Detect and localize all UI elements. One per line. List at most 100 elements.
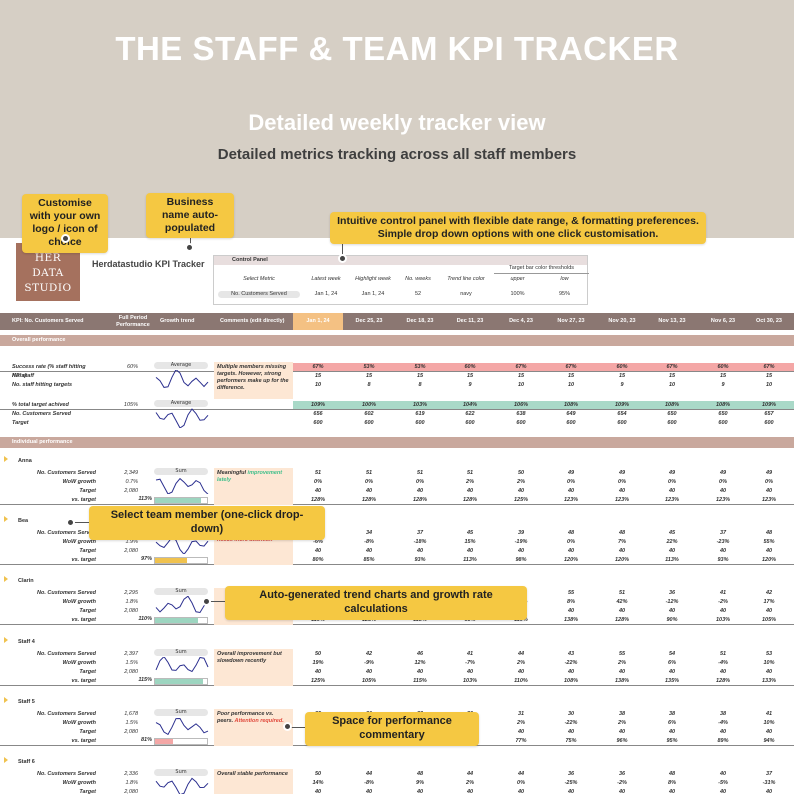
trend-line: [155, 596, 209, 614]
table-cell: 40: [365, 789, 373, 794]
expand-toggle-icon[interactable]: [4, 757, 8, 763]
table-cell: -23%: [716, 539, 730, 545]
table-cell: 2%: [618, 720, 626, 726]
trend-aggregation-dropdown[interactable]: Average: [154, 362, 208, 369]
expand-toggle-icon[interactable]: [4, 576, 8, 582]
full-period-value: 2,080: [124, 608, 138, 614]
table-cell: 0%: [668, 479, 676, 485]
table-cell: 123%: [563, 497, 579, 503]
table-cell: 138%: [563, 617, 579, 623]
table-cell: 108%: [664, 402, 680, 408]
table-cell: 22%: [666, 539, 678, 545]
table-cell: -9%: [364, 660, 374, 666]
table-cell: 8: [367, 382, 371, 388]
expand-toggle-icon[interactable]: [4, 516, 8, 522]
table-cell: 41: [765, 711, 773, 717]
trend-aggregation-dropdown[interactable]: Sum: [154, 468, 208, 475]
table-cell: 44: [466, 771, 474, 777]
table-cell: 600: [667, 420, 677, 426]
trend-aggregation-dropdown[interactable]: Sum: [154, 649, 208, 656]
table-cell: 30: [567, 711, 575, 717]
table-cell: 650: [667, 411, 677, 417]
table-cell: -19%: [514, 539, 528, 545]
trend-aggregation-dropdown[interactable]: Sum: [154, 588, 208, 595]
weeks-select[interactable]: 52: [414, 291, 422, 297]
trend-aggregation-dropdown[interactable]: Average: [154, 400, 208, 407]
table-cell: -8%: [364, 539, 374, 545]
table-cell: 133%: [761, 678, 777, 684]
trend-aggregation-dropdown[interactable]: Sum: [154, 769, 208, 776]
table-cell: 95%: [666, 738, 678, 744]
table-header: KPI: No. Customers Served Full Period Pe…: [0, 313, 794, 330]
trend-color-select[interactable]: navy: [460, 291, 472, 297]
table-cell: 40: [314, 789, 322, 794]
table-cell: 15: [416, 373, 424, 379]
expand-toggle-icon[interactable]: [4, 637, 8, 643]
table-cell: 135%: [664, 678, 680, 684]
table-cell: 94%: [763, 738, 775, 744]
table-cell: 44: [365, 771, 373, 777]
member-select-dropdown[interactable]: Staff 5: [18, 699, 35, 705]
latest-week-select[interactable]: Jan 1, 24: [314, 291, 338, 297]
table-cell: -4%: [718, 660, 728, 666]
expand-toggle-icon[interactable]: [4, 697, 8, 703]
table-cell: 93%: [717, 557, 729, 563]
table-cell: 40: [618, 548, 626, 554]
vs-target-fill: [155, 679, 203, 684]
member-select-dropdown[interactable]: Clarin: [18, 578, 34, 584]
table-cell: 0%: [567, 539, 575, 545]
trend-aggregation-dropdown[interactable]: Sum: [154, 709, 208, 716]
table-cell: 90%: [666, 617, 678, 623]
member-comment[interactable]: Meaningful improvement lately: [214, 468, 293, 505]
brand-logo[interactable]: HER DATA STUDIO: [16, 243, 80, 301]
table-cell: 75%: [565, 738, 577, 744]
member-comment[interactable]: Overall improvement but slowdown recentl…: [214, 649, 293, 686]
leader-line: [72, 522, 89, 523]
date-header: Nov 20, 23: [608, 318, 636, 324]
table-cell: -2%: [718, 599, 728, 605]
table-cell: 67%: [565, 364, 577, 370]
member-comment[interactable]: Poor performance vs. peers. Attention re…: [214, 709, 293, 746]
table-cell: 0%: [314, 479, 322, 485]
expand-toggle-icon[interactable]: [4, 456, 8, 462]
table-cell: 49: [765, 470, 773, 476]
table-cell: 108%: [715, 402, 731, 408]
metric-dropdown[interactable]: [218, 291, 300, 298]
full-period-value: 1,678: [124, 711, 138, 717]
row-label: No. Customers Served: [37, 711, 96, 717]
table-cell: 38: [719, 711, 727, 717]
vs-target-bar: [154, 678, 208, 685]
member-trend-sparkline: [155, 477, 209, 494]
member-select-dropdown[interactable]: Bea: [18, 518, 29, 524]
table-cell: 53%: [414, 364, 426, 370]
row-label: No. Customers Served: [37, 470, 96, 476]
page-subtitle: Detailed weekly tracker view: [248, 110, 546, 135]
member-select-dropdown[interactable]: Anna: [18, 458, 32, 464]
low-threshold-input[interactable]: 95%: [558, 291, 570, 297]
upper-threshold-input[interactable]: 100%: [510, 291, 525, 297]
row-label: Target: [79, 488, 96, 494]
comment-text: Poor performance vs. peers.: [217, 711, 274, 724]
table-cell: 98%: [515, 557, 527, 563]
vs-target-bar: [154, 557, 208, 564]
table-cell: 10: [314, 382, 322, 388]
callout-select-member: Select team member (one-click drop-down): [89, 506, 325, 540]
member-select-dropdown[interactable]: Staff 6: [18, 759, 35, 765]
metric-select[interactable]: No. Customers Served: [231, 291, 287, 297]
table-cell: 123%: [715, 497, 731, 503]
page-title: THE STAFF & TEAM KPI TRACKER: [115, 30, 679, 67]
table-cell: 40: [618, 789, 626, 794]
member-select-dropdown[interactable]: Staff 4: [18, 639, 35, 645]
table-cell: 37: [416, 530, 424, 536]
highlight-week-select[interactable]: Jan 1, 24: [361, 291, 385, 297]
member-comment[interactable]: Overall stable performance: [214, 769, 293, 794]
overall-row: % total target achived 105% 109% 100% 103% 10…: [0, 401, 794, 410]
control-panel-group-header: Target bar color thresholds: [494, 264, 589, 274]
row-highlight-green: [293, 401, 794, 410]
overall-comment[interactable]: Multiple members missing targets. Howeve…: [214, 362, 293, 399]
table-cell: -2%: [617, 780, 627, 786]
table-cell: 104%: [462, 402, 478, 408]
table-cell: 7%: [618, 539, 626, 545]
table-cell: 40: [765, 669, 773, 675]
comments-header: Comments (edit directly): [220, 318, 285, 324]
